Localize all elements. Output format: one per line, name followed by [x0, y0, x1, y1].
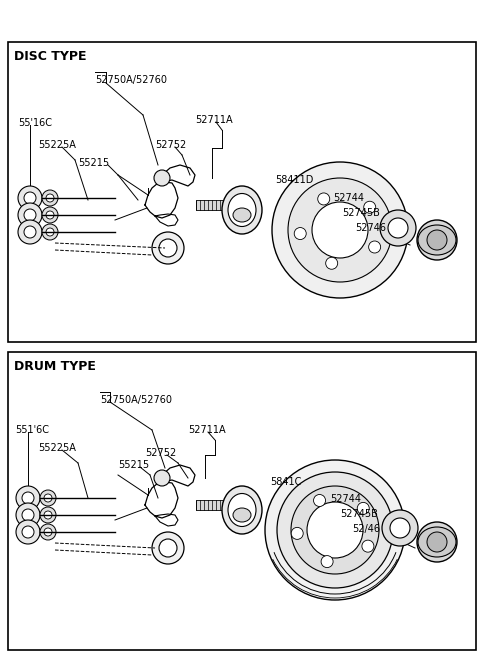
Circle shape	[16, 486, 40, 510]
Circle shape	[427, 532, 447, 552]
Circle shape	[318, 193, 330, 205]
Text: 55215: 55215	[118, 460, 149, 470]
Circle shape	[417, 522, 457, 562]
Ellipse shape	[233, 208, 251, 222]
Circle shape	[291, 486, 379, 574]
Circle shape	[152, 232, 184, 264]
Circle shape	[46, 194, 54, 202]
Circle shape	[369, 241, 381, 253]
Bar	[196, 200, 230, 210]
Ellipse shape	[222, 486, 262, 534]
Circle shape	[24, 209, 36, 221]
Text: 52/46: 52/46	[352, 524, 380, 534]
Circle shape	[40, 507, 56, 523]
Circle shape	[46, 211, 54, 219]
Text: 5841C: 5841C	[270, 477, 301, 487]
Text: 52711A: 52711A	[188, 425, 226, 435]
Text: 52711A: 52711A	[195, 115, 233, 125]
Text: 55225A: 55225A	[38, 443, 76, 453]
Circle shape	[357, 503, 369, 514]
Circle shape	[24, 226, 36, 238]
Circle shape	[382, 510, 418, 546]
Circle shape	[390, 518, 410, 538]
Circle shape	[22, 526, 34, 538]
Circle shape	[380, 210, 416, 246]
Circle shape	[16, 520, 40, 544]
Circle shape	[42, 190, 58, 206]
Circle shape	[326, 258, 338, 269]
Ellipse shape	[228, 493, 256, 526]
Text: 52750A/52760: 52750A/52760	[95, 75, 167, 85]
Circle shape	[362, 540, 374, 552]
Circle shape	[22, 509, 34, 521]
Ellipse shape	[228, 194, 256, 227]
Ellipse shape	[418, 527, 456, 557]
Text: DISC TYPE: DISC TYPE	[14, 50, 86, 63]
Text: 52744: 52744	[333, 193, 364, 203]
Circle shape	[16, 503, 40, 527]
Ellipse shape	[222, 186, 262, 234]
Text: 58411D: 58411D	[275, 175, 313, 185]
Ellipse shape	[233, 508, 251, 522]
Text: 52752: 52752	[155, 140, 186, 150]
Circle shape	[46, 228, 54, 236]
Circle shape	[44, 494, 52, 502]
Text: 55225A: 55225A	[38, 140, 76, 150]
Circle shape	[277, 472, 393, 588]
Circle shape	[44, 511, 52, 519]
Circle shape	[388, 218, 408, 238]
Bar	[8, 352, 476, 650]
Text: 52752: 52752	[145, 448, 176, 458]
Circle shape	[265, 460, 405, 600]
Text: 55'16C: 55'16C	[18, 118, 52, 128]
Circle shape	[18, 220, 42, 244]
Circle shape	[159, 539, 177, 557]
Text: DRUM TYPE: DRUM TYPE	[14, 360, 96, 373]
Circle shape	[44, 528, 52, 536]
Circle shape	[40, 524, 56, 540]
Circle shape	[154, 170, 170, 186]
Ellipse shape	[418, 225, 456, 255]
Circle shape	[272, 162, 408, 298]
Circle shape	[24, 192, 36, 204]
Circle shape	[427, 230, 447, 250]
Circle shape	[42, 207, 58, 223]
Text: 52746: 52746	[355, 223, 386, 233]
Circle shape	[18, 186, 42, 210]
Circle shape	[40, 490, 56, 506]
Text: 52745B: 52745B	[342, 208, 380, 218]
Circle shape	[417, 220, 457, 260]
Circle shape	[42, 224, 58, 240]
Bar	[8, 42, 476, 342]
Text: 55215: 55215	[78, 158, 109, 168]
Circle shape	[294, 227, 306, 240]
Circle shape	[159, 239, 177, 257]
Circle shape	[313, 495, 325, 507]
Circle shape	[312, 202, 368, 258]
Circle shape	[321, 556, 333, 568]
Circle shape	[288, 178, 392, 282]
Circle shape	[154, 470, 170, 486]
Text: 52750A/52760: 52750A/52760	[100, 395, 172, 405]
Text: 551'6C: 551'6C	[15, 425, 49, 435]
Circle shape	[152, 532, 184, 564]
Text: 52744: 52744	[330, 494, 361, 504]
Bar	[196, 500, 230, 510]
Circle shape	[291, 528, 303, 539]
Text: 52745B: 52745B	[340, 509, 378, 519]
Circle shape	[22, 492, 34, 504]
Circle shape	[307, 502, 363, 558]
Circle shape	[364, 201, 376, 214]
Circle shape	[18, 203, 42, 227]
